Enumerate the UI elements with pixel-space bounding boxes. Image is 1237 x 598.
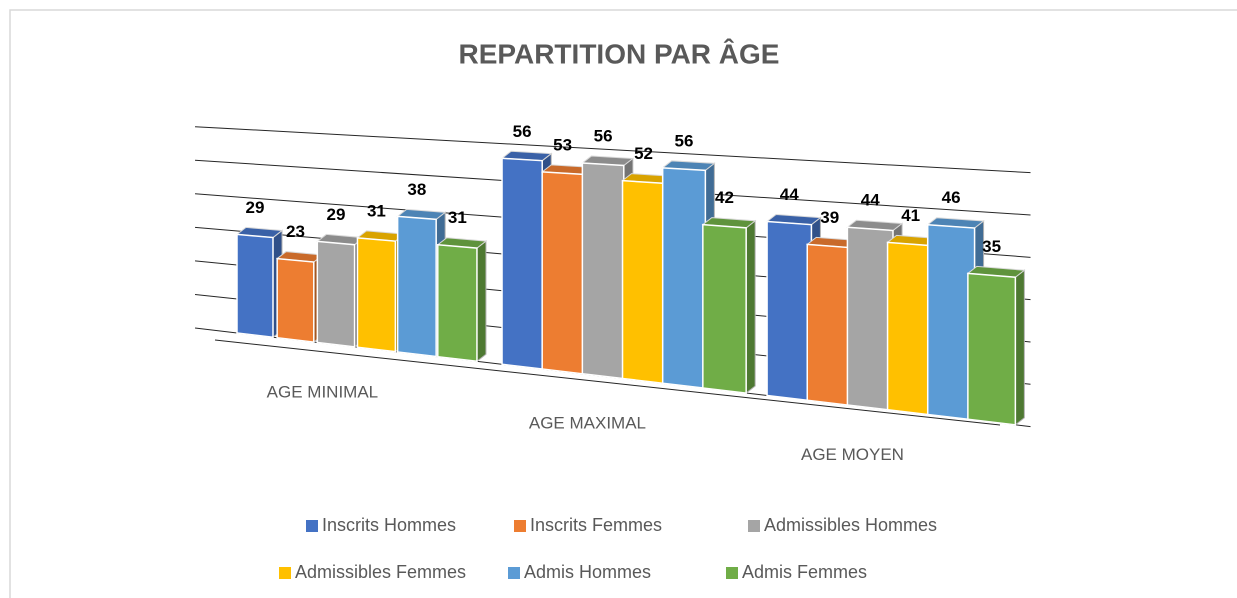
- bar: [276, 257, 315, 343]
- bar: [621, 179, 666, 385]
- legend-swatch: [306, 520, 318, 532]
- data-label: 56: [513, 122, 532, 141]
- data-label: 39: [820, 208, 839, 227]
- legend-label: Inscrits Femmes: [530, 515, 662, 535]
- bar: [437, 243, 478, 363]
- bar: [501, 157, 543, 370]
- data-label: 41: [901, 206, 920, 225]
- bar: [886, 241, 935, 417]
- bar: [356, 237, 397, 353]
- x-tick-label: AGE MOYEN: [801, 445, 904, 464]
- data-label: 35: [982, 237, 1001, 256]
- bar: [661, 167, 707, 390]
- data-label: 53: [553, 135, 572, 154]
- legend-label: Admis Femmes: [742, 562, 867, 582]
- bar: [581, 162, 625, 380]
- data-label: 52: [634, 144, 653, 163]
- data-label: 38: [407, 180, 426, 199]
- bar: [806, 243, 853, 407]
- bar: [702, 223, 747, 394]
- data-label: 56: [675, 131, 694, 150]
- bar-side: [476, 240, 487, 363]
- legend-label: Inscrits Hommes: [322, 515, 456, 535]
- bar-side: [1014, 269, 1025, 426]
- bar: [766, 220, 813, 402]
- floor-edge: [214, 339, 1001, 426]
- legend-label: Admissibles Femmes: [295, 562, 466, 582]
- data-label: 46: [942, 188, 961, 207]
- grid-line: [195, 126, 1031, 174]
- legend-swatch: [748, 520, 760, 532]
- legend-label: Admissibles Hommes: [764, 515, 937, 535]
- legend-label: Admis Hommes: [524, 562, 651, 582]
- bar: [236, 233, 274, 339]
- bar: [541, 171, 584, 375]
- chart-title: REPARTITION PAR ÂGE: [459, 38, 780, 69]
- legend-swatch: [726, 567, 738, 579]
- data-label: 31: [448, 208, 467, 227]
- data-label: 44: [861, 191, 880, 210]
- data-label: 42: [715, 188, 734, 207]
- legend-swatch: [508, 567, 520, 579]
- data-label: 23: [286, 222, 305, 241]
- x-tick-label: AGE MAXIMAL: [529, 414, 646, 433]
- chart-border: [9, 9, 1237, 598]
- data-label: 29: [246, 198, 265, 217]
- bar: [967, 272, 1017, 426]
- legend-swatch: [514, 520, 526, 532]
- data-label: 29: [326, 205, 345, 224]
- bar: [846, 226, 894, 412]
- legend-swatch: [279, 567, 291, 579]
- data-label: 56: [594, 127, 613, 146]
- data-label: 44: [780, 185, 799, 204]
- x-tick-label: AGE MINIMAL: [267, 382, 378, 401]
- data-label: 31: [367, 201, 386, 220]
- bar: [396, 215, 437, 358]
- bar-side: [745, 219, 756, 395]
- bar: [316, 240, 356, 348]
